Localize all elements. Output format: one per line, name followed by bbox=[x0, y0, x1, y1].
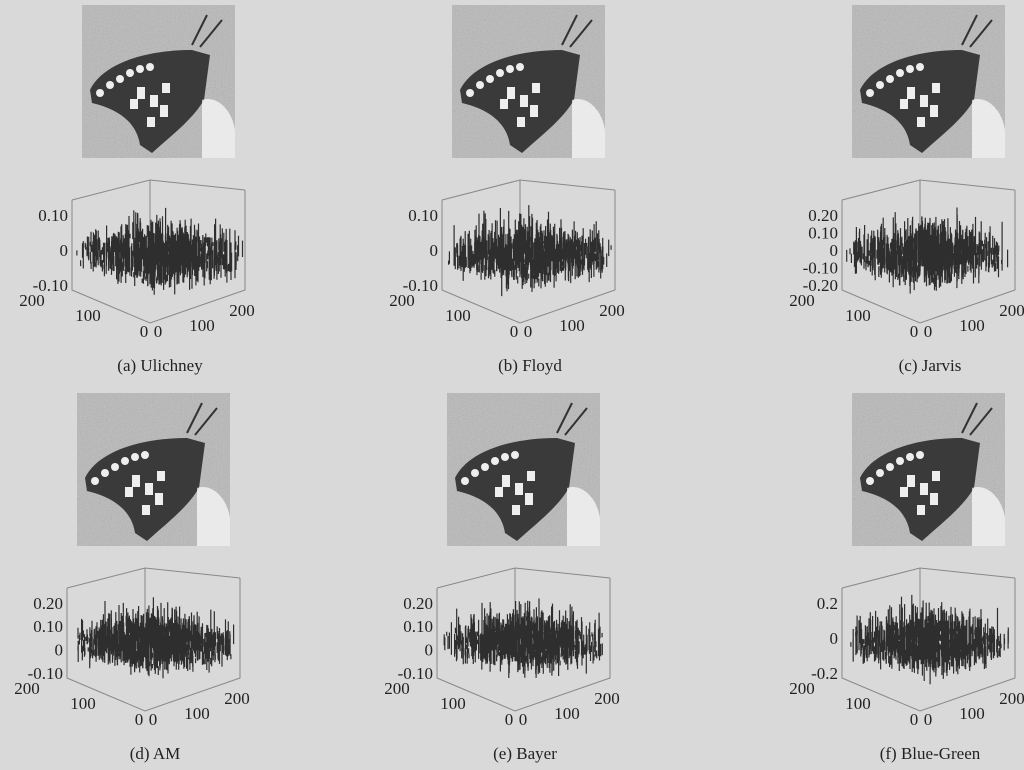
axis-tick-label: 200 bbox=[999, 301, 1024, 320]
panel-caption: (d) AM bbox=[130, 744, 181, 763]
axis-tick-label: 0 bbox=[910, 322, 919, 341]
z-tick-label: 0.2 bbox=[817, 594, 838, 613]
surface-plot bbox=[78, 597, 234, 678]
axis-tick-label: 100 bbox=[189, 316, 215, 335]
z-tick-label: 0 bbox=[830, 241, 839, 260]
axis-tick-label: 100 bbox=[70, 694, 96, 713]
halftone-image bbox=[852, 5, 1005, 158]
panel-caption: (a) Ulichney bbox=[117, 356, 203, 375]
axis-tick-label: 0 bbox=[910, 710, 919, 729]
axis-tick-label: 100 bbox=[959, 704, 985, 723]
z-tick-label: 0 bbox=[430, 241, 439, 260]
axis-tick-label: 200 bbox=[224, 689, 250, 708]
z-tick-label: 0.10 bbox=[33, 617, 63, 636]
axis-tick-label: 100 bbox=[184, 704, 210, 723]
axis-tick-label: 200 bbox=[19, 291, 45, 310]
panel-caption: (f) Blue-Green bbox=[880, 744, 981, 763]
z-tick-label: 0 bbox=[830, 629, 839, 648]
halftone-image bbox=[82, 5, 235, 158]
axis-tick-label: 100 bbox=[845, 694, 871, 713]
figure: 0.100-0.1020010000100200(a) Ulichney0.10… bbox=[0, 0, 1024, 770]
axis-tick-label: 200 bbox=[999, 689, 1024, 708]
axis-tick-label: 0 bbox=[140, 322, 149, 341]
axis-tick-label: 0 bbox=[924, 710, 933, 729]
axis-tick-label: 100 bbox=[845, 306, 871, 325]
axis-tick-label: 100 bbox=[559, 316, 585, 335]
axis-tick-label: 0 bbox=[135, 710, 144, 729]
z-tick-label: 0.10 bbox=[808, 223, 838, 242]
axis-tick-label: 100 bbox=[440, 694, 466, 713]
halftone-image bbox=[452, 5, 605, 158]
z-tick-label: 0.20 bbox=[808, 206, 838, 225]
axis-tick-label: 0 bbox=[519, 710, 528, 729]
axis-tick-label: 200 bbox=[14, 679, 40, 698]
axis-tick-label: 200 bbox=[594, 689, 620, 708]
halftone-image bbox=[77, 393, 230, 546]
axis-tick-label: 0 bbox=[149, 710, 158, 729]
z-tick-label: 0.20 bbox=[33, 594, 63, 613]
axis-tick-label: 200 bbox=[389, 291, 415, 310]
axis-tick-label: 0 bbox=[505, 710, 514, 729]
z-tick-label: 0.10 bbox=[38, 206, 68, 225]
axis-tick-label: 100 bbox=[445, 306, 471, 325]
z-tick-label: 0 bbox=[60, 241, 69, 260]
panel-caption: (c) Jarvis bbox=[899, 356, 962, 375]
axis-tick-label: 200 bbox=[789, 679, 815, 698]
panel-caption: (e) Bayer bbox=[493, 744, 557, 763]
axis-tick-label: 100 bbox=[554, 704, 580, 723]
z-tick-label: 0.10 bbox=[403, 617, 433, 636]
z-tick-label: -0.10 bbox=[803, 258, 838, 277]
z-tick-label: -0.2 bbox=[811, 664, 838, 683]
axis-tick-label: 200 bbox=[789, 291, 815, 310]
axis-tick-label: 0 bbox=[524, 322, 533, 341]
axis-tick-label: 0 bbox=[510, 322, 519, 341]
axis-tick-label: 100 bbox=[959, 316, 985, 335]
axis-tick-label: 0 bbox=[924, 322, 933, 341]
z-tick-label: 0.20 bbox=[403, 594, 433, 613]
surface-plot bbox=[449, 205, 611, 296]
axis-tick-label: 0 bbox=[154, 322, 163, 341]
axis-tick-label: 200 bbox=[384, 679, 410, 698]
surface-plot bbox=[77, 208, 243, 295]
halftone-image bbox=[852, 393, 1005, 546]
panel-caption: (b) Floyd bbox=[498, 356, 562, 375]
axis-tick-label: 200 bbox=[599, 301, 625, 320]
z-tick-label: 0 bbox=[425, 641, 434, 660]
axis-tick-label: 100 bbox=[75, 306, 101, 325]
axis-tick-label: 200 bbox=[229, 301, 255, 320]
halftone-image bbox=[447, 393, 600, 546]
surface-plot bbox=[847, 208, 1008, 294]
surface-plot bbox=[444, 598, 602, 678]
z-tick-label: 0.10 bbox=[408, 206, 438, 225]
surface-plot bbox=[851, 595, 1008, 684]
z-tick-label: 0 bbox=[55, 641, 64, 660]
